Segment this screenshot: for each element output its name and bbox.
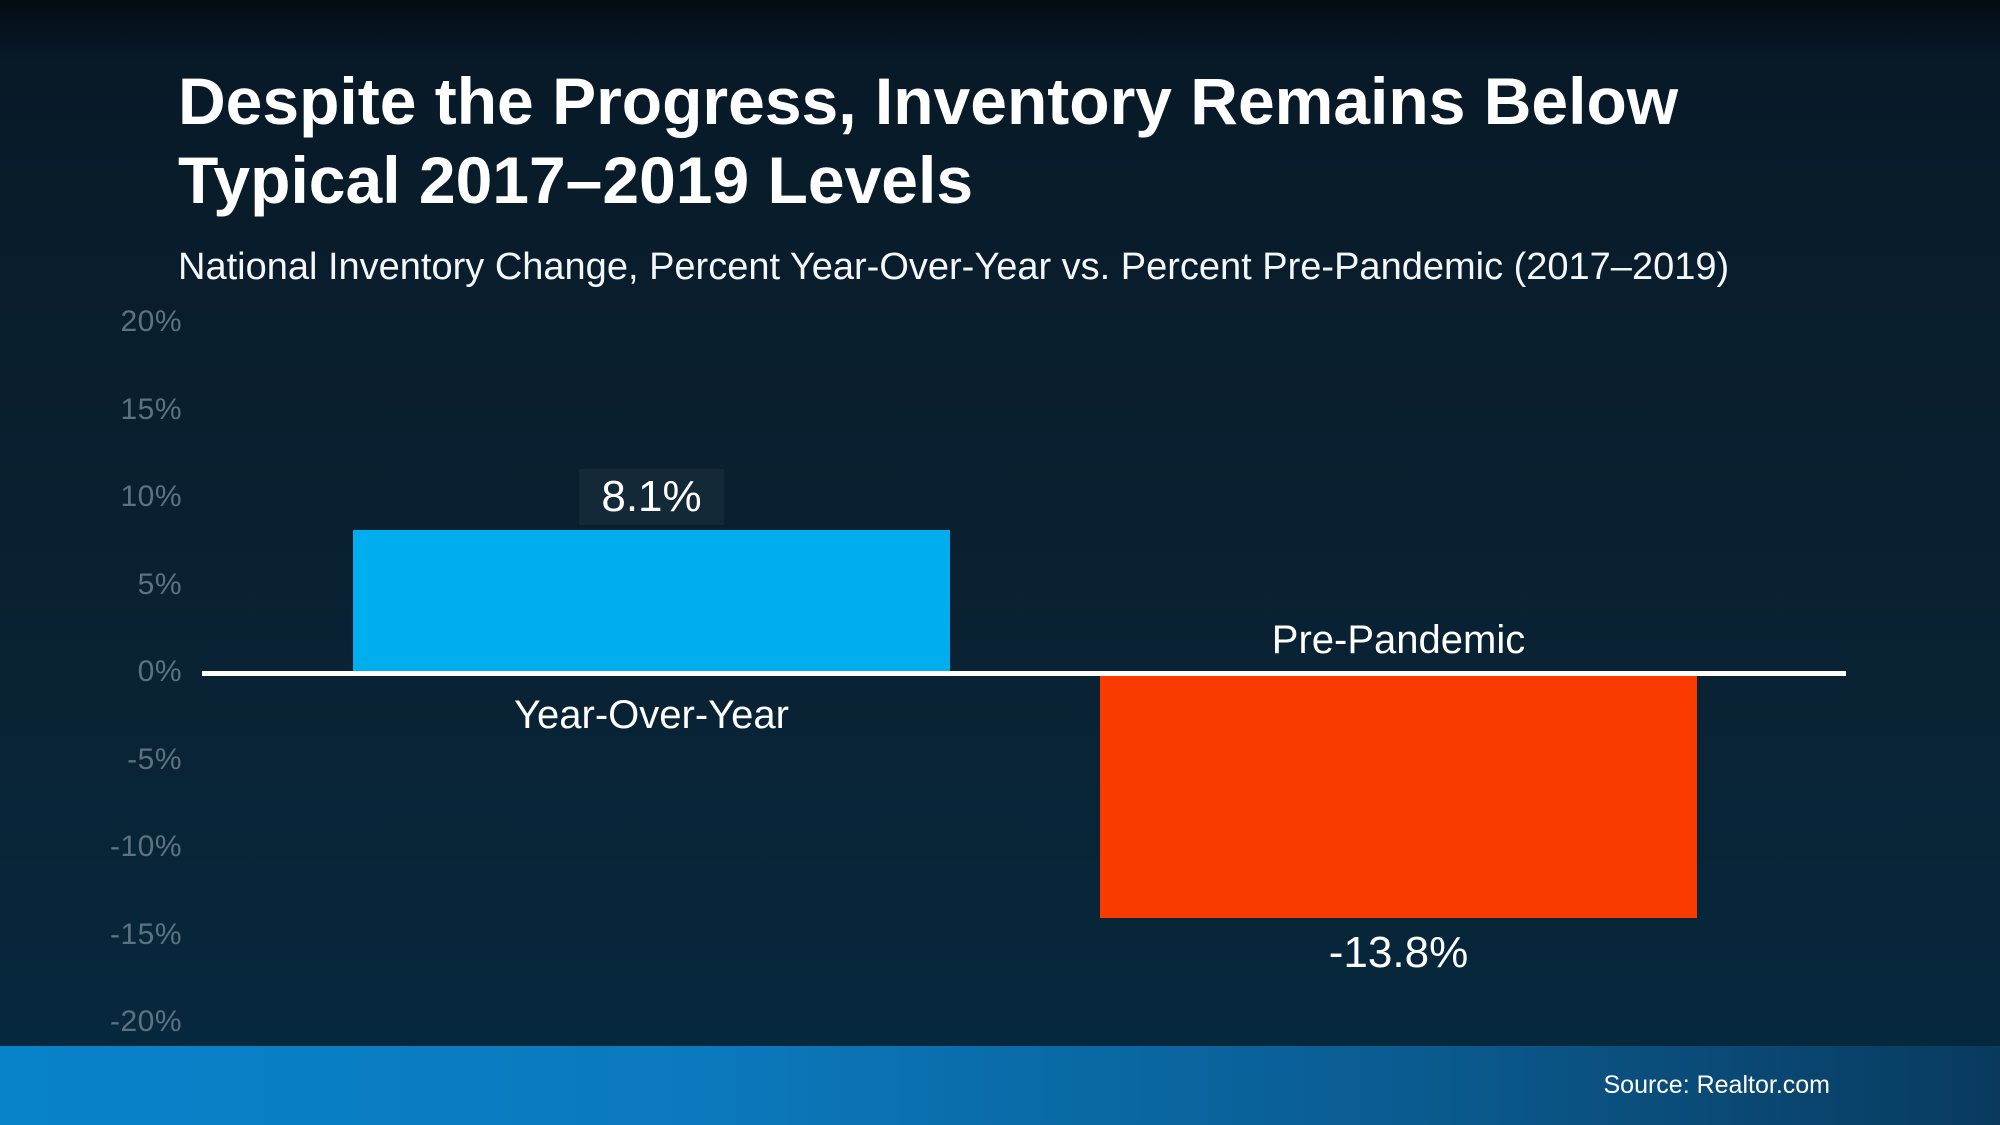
category-label-year-over-year: Year-Over-Year [514,693,789,737]
value-text: -13.8% [1328,927,1469,977]
y-axis-tick-label: 0% [137,655,182,688]
y-axis-tick-label: 20% [120,305,182,338]
value-label-year-over-year: 8.1% [353,469,950,526]
y-axis-tick-label: -20% [109,1005,182,1038]
y-axis-tick-label: 5% [137,567,182,601]
value-text: 8.1% [579,469,724,526]
top-edge-strip [0,0,2000,8]
source-text: Source: Realtor.com [1603,1071,1831,1099]
category-label-pre-pandemic: Pre-Pandemic [1271,618,1526,662]
bar-year-over-year [353,530,950,672]
y-axis-tick-label: -5% [127,742,182,776]
bar-chart: 20% 15% 10% 5% 0% -5% -10% -15% -20% 8.1% Year-Ove… [0,305,2000,1038]
page-title: Despite the Progress, Inventory Remains … [178,64,1679,218]
chart-subtitle: National Inventory Change, Percent Year-… [178,246,1730,288]
y-axis-tick-label: -10% [109,830,182,863]
y-axis-tick-label: 15% [120,392,182,426]
bar-pre-pandemic [1100,676,1697,918]
footer-band: Source: Realtor.com [0,1046,2000,1125]
y-axis-tick-label: 10% [120,480,182,513]
zero-axis-line [202,671,1846,676]
value-label-pre-pandemic: -13.8% [1100,928,1697,978]
y-axis-tick-label: -15% [109,917,182,951]
